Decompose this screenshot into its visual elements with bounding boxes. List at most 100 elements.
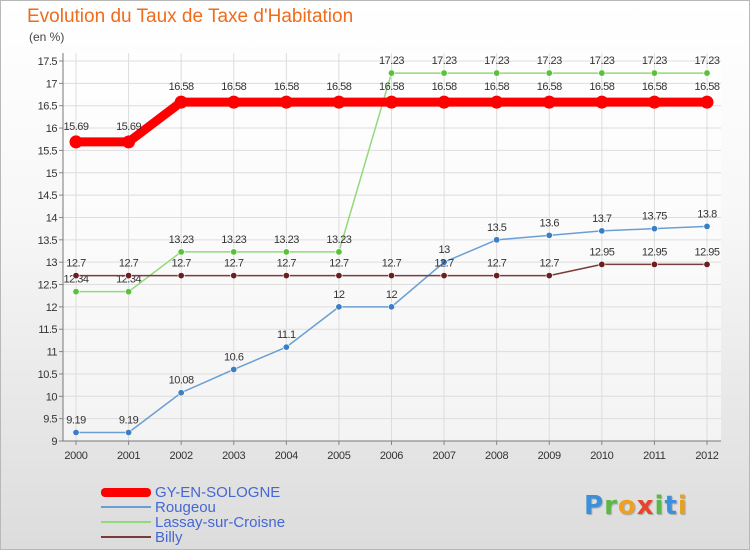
y-tick-label: 17 <box>46 78 58 90</box>
data-point <box>598 69 606 77</box>
data-point <box>69 135 83 149</box>
data-point <box>545 272 553 280</box>
data-point <box>598 227 606 235</box>
data-point <box>177 248 185 256</box>
series-billy: 12.7 12.7 12.7 12.7 12.7 12.7 12.7 12.7 12.7 12.7… <box>66 246 720 280</box>
data-label: 13.23 <box>326 234 351 246</box>
data-label: 12.7 <box>487 258 507 270</box>
data-point <box>650 69 658 77</box>
y-tick-label: 15.5 <box>38 145 58 157</box>
data-label: 12.7 <box>119 258 139 270</box>
data-point <box>703 260 711 268</box>
data-label: 12.7 <box>66 258 86 270</box>
data-point <box>493 272 501 280</box>
data-point <box>230 365 238 373</box>
data-point <box>703 222 711 230</box>
data-point <box>177 389 185 397</box>
data-point <box>650 225 658 233</box>
data-label: 16.58 <box>326 81 351 93</box>
data-point <box>282 248 290 256</box>
proxiti-logo: Proxiti <box>584 491 688 521</box>
y-tick-label: 11 <box>47 347 58 359</box>
x-tick-label: 2004 <box>275 450 298 462</box>
y-tick-label: 14.5 <box>38 190 58 202</box>
data-point <box>125 429 133 437</box>
y-tick-label: 9 <box>51 436 57 448</box>
x-tick-label: 2007 <box>432 450 455 462</box>
data-point <box>700 95 714 109</box>
data-point <box>230 248 238 256</box>
data-point <box>440 272 448 280</box>
data-point <box>647 95 661 109</box>
legend-swatch <box>101 536 151 539</box>
logo-letter: r <box>604 491 618 521</box>
y-tick-label: 14 <box>46 212 58 224</box>
y-tick-label: 10 <box>46 391 58 403</box>
legend-label: Lassay-sur-Croisne <box>155 514 286 531</box>
data-label: 12.95 <box>589 246 614 258</box>
legend-item: Lassay-sur-Croisne <box>101 515 285 530</box>
data-point <box>545 69 553 77</box>
x-tick-label: 2002 <box>170 450 193 462</box>
data-point <box>545 231 553 239</box>
x-tick-label: 2000 <box>64 450 87 462</box>
x-tick-label: 2010 <box>590 450 613 462</box>
data-point <box>440 258 448 266</box>
data-point <box>493 236 501 244</box>
series-lassay-sur-croisne: 12.34 12.34 13.23 13.23 13.23 13.23 17.23 17.23… <box>63 55 720 296</box>
x-tick-label: 2012 <box>695 450 718 462</box>
logo-letter: x <box>636 491 655 521</box>
data-label: 17.23 <box>432 55 457 67</box>
data-label: 11.1 <box>277 329 296 341</box>
data-label: 13.23 <box>274 234 299 246</box>
chart-title: Evolution du Taux de Taxe d'Habitation <box>27 6 354 27</box>
data-label: 17.23 <box>589 55 614 67</box>
y-tick-label: 16.5 <box>38 101 58 113</box>
data-label: 9.19 <box>66 415 86 427</box>
data-label: 16.58 <box>169 81 194 93</box>
legend-label: GY-EN-SOLOGNE <box>155 484 281 501</box>
data-point <box>703 69 711 77</box>
x-tick-label: 2006 <box>380 450 403 462</box>
data-label: 12.7 <box>329 258 349 270</box>
y-tick-label: 9.5 <box>43 414 57 426</box>
data-point <box>335 303 343 311</box>
data-point <box>493 69 501 77</box>
data-label: 17.23 <box>642 55 667 67</box>
data-point <box>72 429 80 437</box>
legend-label: Rougeou <box>155 499 216 516</box>
data-point <box>335 272 343 280</box>
y-tick-label: 10.5 <box>38 369 58 381</box>
legend-item: Billy <box>101 530 285 545</box>
y-tick-label: 15 <box>46 168 58 180</box>
data-point <box>335 248 343 256</box>
legend-item: GY-EN-SOLOGNE <box>101 485 285 500</box>
data-label: 16.58 <box>537 81 562 93</box>
data-point <box>227 95 241 109</box>
legend-swatch <box>101 487 151 497</box>
data-label: 15.69 <box>116 121 141 133</box>
data-label: 12 <box>333 289 345 301</box>
data-label: 9.19 <box>119 415 139 427</box>
data-point <box>125 272 133 280</box>
y-tick-label: 11.5 <box>38 324 57 336</box>
data-label: 12.7 <box>434 258 454 270</box>
data-point <box>332 95 346 109</box>
data-label: 13.5 <box>487 222 507 234</box>
data-label: 16.58 <box>642 81 667 93</box>
data-point <box>177 272 185 280</box>
legend-label: Billy <box>155 529 183 546</box>
data-point <box>387 303 395 311</box>
data-point <box>437 95 451 109</box>
legend-swatch <box>101 506 151 509</box>
logo-letter: i <box>654 491 665 521</box>
data-label: 13.7 <box>592 213 612 225</box>
y-tick-label: 13 <box>46 257 58 269</box>
data-label: 16.58 <box>484 81 509 93</box>
data-label: 12.34 <box>63 274 88 286</box>
data-label: 17.23 <box>537 55 562 67</box>
data-label: 13.6 <box>540 217 560 229</box>
data-label: 10.08 <box>169 375 194 387</box>
data-point <box>542 95 556 109</box>
data-point <box>72 272 80 280</box>
